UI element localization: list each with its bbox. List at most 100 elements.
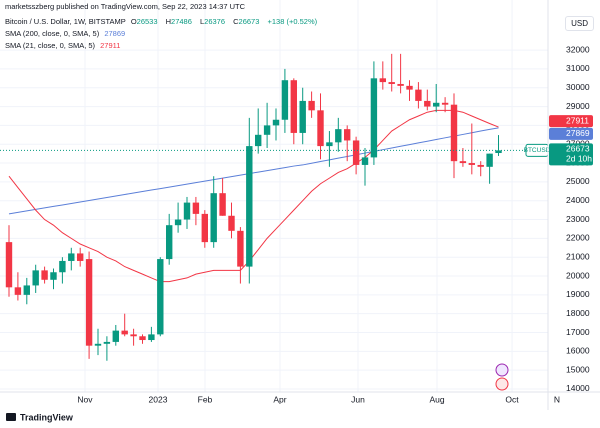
y-tick-label: 29000: [566, 101, 590, 111]
x-tick-label: Jun: [351, 394, 365, 404]
y-tick-label: 32000: [566, 44, 590, 54]
candle-body: [174, 219, 182, 226]
candle-body: [459, 161, 467, 164]
candle-body: [76, 253, 84, 261]
y-tick-label: 31000: [566, 63, 590, 73]
candle-body: [281, 80, 289, 120]
candle-body: [14, 287, 22, 295]
x-tick-label: Feb: [198, 394, 213, 404]
y-tick-label: 17000: [566, 327, 590, 337]
candle-body: [415, 89, 422, 101]
candle-body: [361, 157, 369, 165]
candle-body: [103, 341, 111, 344]
candle-body: [228, 215, 235, 231]
y-tick-label: 21000: [566, 251, 590, 261]
ohlc-value: 27486: [171, 17, 192, 26]
candle-body: [94, 343, 102, 346]
plot: [0, 53, 548, 361]
candle-body: [450, 104, 458, 162]
indicator-legend: SMA (21, close, 0, SMA, 5) 27911: [5, 41, 123, 50]
sma-line: [8, 109, 499, 283]
indicator-tag-value: 27911: [566, 115, 589, 125]
candle-body: [246, 146, 253, 267]
y-tick-label: 14000: [566, 383, 590, 393]
ohlc-letter: L: [200, 17, 205, 26]
price-tag-countdown: 2d 10h: [566, 154, 592, 164]
candle-body: [433, 102, 440, 107]
y-tick-label: 22000: [566, 233, 590, 243]
y-tick-label: 25000: [566, 176, 590, 186]
candle-body: [5, 242, 13, 288]
event-icon[interactable]: [495, 363, 509, 377]
y-tick-label: 19000: [566, 289, 590, 299]
y-tick-label: 15000: [566, 364, 590, 374]
candle-body: [210, 193, 217, 243]
currency-button[interactable]: USD: [565, 16, 594, 31]
candle-body: [50, 272, 57, 280]
y-tick-label: 23000: [566, 214, 590, 224]
candle-body: [406, 85, 413, 90]
x-tick-label: 2023: [149, 394, 168, 404]
candle-body: [68, 253, 75, 261]
axis: 14000 15000 16000 17000 18000 19000 20000 21000…: [77, 44, 593, 404]
x-tick-label: Nov: [77, 394, 93, 404]
publisher: marketsszberg published on TradingView.c…: [5, 2, 245, 11]
price-tag: [549, 143, 593, 166]
symbol-tag-text: BTCUSD: [524, 147, 551, 154]
candle-body: [237, 230, 244, 267]
candle-body: [468, 163, 476, 165]
indicator-legend: SMA (200, close, 0, SMA, 5) 27869: [5, 29, 128, 38]
candle-body: [23, 285, 30, 295]
candle-body: [379, 78, 387, 83]
candle-body: [441, 102, 449, 105]
x-tick-label: Apr: [273, 394, 286, 404]
candle-body: [201, 213, 208, 243]
indicator-name: SMA (200, close, 0, SMA, 5): [5, 29, 100, 38]
candle-body: [308, 100, 315, 111]
candle-body: [139, 336, 146, 341]
candle-body: [495, 150, 502, 154]
candle-body: [121, 330, 128, 335]
candle-body: [424, 100, 431, 107]
y-tick-label: 16000: [566, 346, 590, 356]
x-tick-label: Oct: [505, 394, 519, 404]
candle-body: [397, 83, 404, 86]
y-tick-label: 18000: [566, 308, 590, 318]
candle-body: [486, 153, 493, 167]
candle-body: [192, 202, 200, 214]
candle-body: [255, 134, 262, 147]
event-icon[interactable]: [495, 377, 509, 391]
candle-body: [344, 129, 351, 141]
candle-body: [112, 330, 119, 342]
ohlc: O26533: [131, 17, 161, 26]
candle-body: [335, 129, 342, 143]
candle-body: [157, 259, 164, 335]
symbol-legend: Bitcoin / U.S. Dollar, 1W, BITSTAMP O265…: [5, 17, 320, 26]
indicator-value: 27911: [100, 41, 121, 50]
candle-body: [263, 125, 271, 135]
ohlc-letter: C: [233, 17, 239, 26]
candle-body: [85, 259, 93, 346]
price-tag-value: 26673: [566, 144, 590, 154]
y-tick-label: 30000: [566, 82, 590, 92]
y-tick-label: 24000: [566, 195, 590, 205]
change: +138 (+0.52%): [267, 17, 318, 26]
x-tick-label: N: [554, 394, 560, 404]
candle-body: [326, 142, 333, 147]
ohlc-letter: H: [165, 17, 172, 26]
ohlc: H27486: [166, 17, 195, 26]
indicator-tag-value: 27869: [566, 128, 590, 138]
indicator-tag: [549, 127, 593, 140]
ohlc: L26376: [200, 17, 228, 26]
candle-body: [148, 334, 155, 341]
ohlc-value: 26376: [204, 17, 226, 26]
candle-body: [59, 260, 66, 273]
brand-logo: [6, 413, 16, 421]
candle-body: [272, 119, 280, 126]
candle-body: [32, 270, 39, 286]
candle-body: [183, 202, 191, 220]
indicator-name: SMA (21, close, 0, SMA, 5): [5, 41, 96, 50]
